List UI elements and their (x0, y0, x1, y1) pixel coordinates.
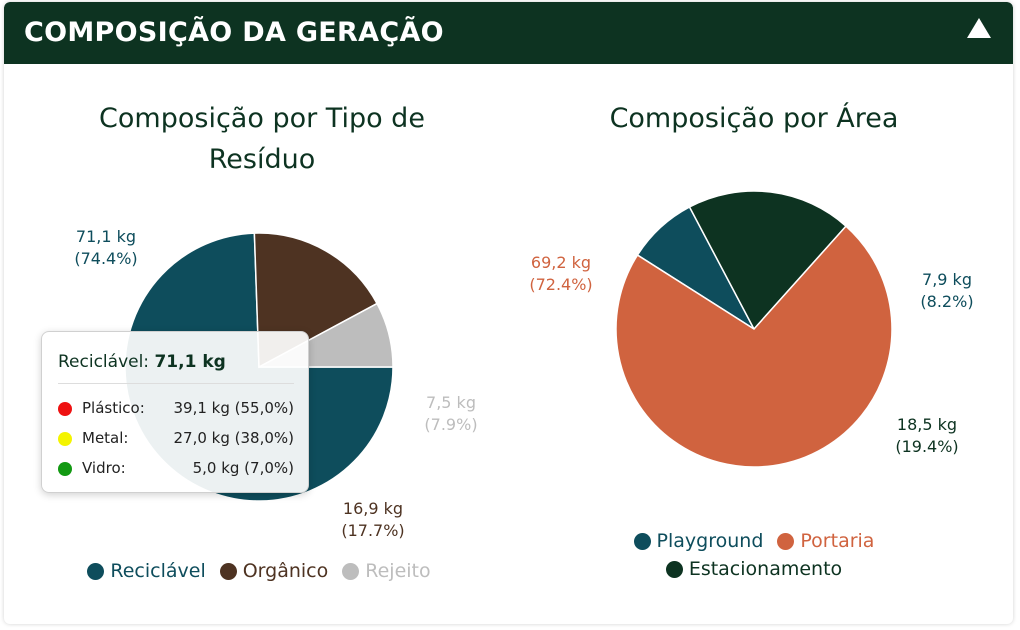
tooltip-row-plastico-: Plástico: 39,1 kg (55,0%) (58, 398, 294, 420)
legend-item-playground[interactable]: Playground (633, 530, 764, 552)
tooltip-header: Reciclável: 71,1 kg (58, 352, 226, 372)
chart-title-tipo: Composição por Tipo de Resíduo (99, 103, 425, 175)
tooltip-item-value: 27,0 kg (38,0%) (173, 429, 295, 447)
legend-label: Rejeito (365, 560, 431, 582)
composicao-card: COMPOSIÇÃO DA GERAÇÃO Composição por Tip… (4, 2, 1013, 624)
tooltip-item-value: 5,0 kg (7,0%) (192, 459, 294, 477)
legend-item-organico[interactable]: Orgânico (219, 560, 329, 582)
legend-dot-icon (777, 532, 795, 550)
tooltip-dot-icon (58, 402, 72, 416)
tooltip-reciclavel: Reciclável: 71,1 kg Plástico: 39,1 kg (55… (41, 331, 309, 493)
legend-label: Portaria (800, 530, 875, 552)
slice-label-portaria: 69,2 kg (72.4%) (529, 253, 592, 294)
legend-dot-icon (665, 560, 683, 578)
legend-dot-icon (633, 532, 651, 550)
legend-label: Estacionamento (688, 558, 843, 580)
tooltip-row-metal-: Metal: 27,0 kg (38,0%) (58, 428, 294, 450)
tooltip-divider (58, 383, 294, 384)
card-title: COMPOSIÇÃO DA GERAÇÃO (24, 17, 444, 48)
chart-title-area: Composição por Área (609, 103, 899, 134)
pie-slice-estacionamento[interactable] (688, 190, 848, 331)
pie-slice-portaria[interactable] (615, 225, 893, 468)
tooltip-item-value: 39,1 kg (55,0%) (173, 399, 295, 417)
tooltip-item-name: Vidro: (82, 459, 126, 477)
slice-label-estacionamento: 18,5 kg (19.4%) (895, 415, 958, 456)
legend-area: Playground Portaria Estacionamento (594, 530, 914, 580)
tooltip-dot-icon (58, 432, 72, 446)
tooltip-dot-icon (58, 462, 72, 476)
tooltip-title: Reciclável: (58, 352, 150, 372)
legend-tipo: Reciclável Orgânico Rejeito (54, 560, 464, 582)
legend-label: Playground (656, 530, 764, 552)
collapse-arrow-icon[interactable] (967, 18, 991, 38)
legend-item-portaria[interactable]: Portaria (777, 530, 874, 552)
slice-label-organico: 16,9 kg (17.7%) (341, 499, 404, 540)
slice-label-reciclavel: 71,1 kg (74.4%) (74, 227, 137, 268)
tooltip-total: 71,1 kg (154, 352, 226, 372)
legend-item-rejeito[interactable]: Rejeito (342, 560, 431, 582)
legend-item-reciclavel[interactable]: Reciclável (87, 560, 206, 582)
slice-label-playground: 7,9 kg (8.2%) (920, 270, 973, 311)
tooltip-row-vidro-: Vidro: 5,0 kg (7,0%) (58, 458, 294, 480)
slice-label-rejeito: 7,5 kg (7.9%) (424, 393, 477, 434)
legend-dot-icon (219, 562, 237, 580)
tooltip-item-name: Plástico: (82, 399, 145, 417)
legend-dot-icon (87, 562, 105, 580)
card-header: COMPOSIÇÃO DA GERAÇÃO (4, 2, 1013, 64)
tooltip-item-name: Metal: (82, 429, 129, 447)
legend-label: Orgânico (242, 560, 329, 582)
legend-item-estacionamento[interactable]: Estacionamento (665, 558, 843, 580)
legend-label: Reciclável (110, 560, 206, 582)
legend-dot-icon (342, 562, 360, 580)
